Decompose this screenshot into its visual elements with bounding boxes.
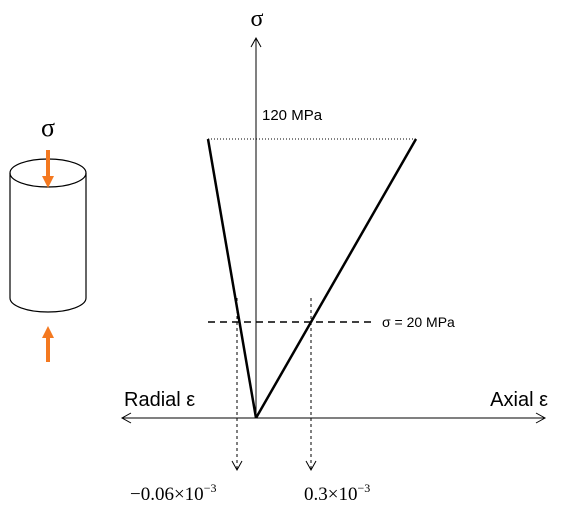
stress-level-label: σ = 20 MPa (382, 314, 455, 330)
diagram: σ σ Radial ε Axial ε 120 MPa σ = 20 MPa … (0, 0, 572, 515)
stress-axis-label: σ (251, 6, 264, 32)
value: 0.3 (304, 484, 328, 505)
axial-strain-line (256, 139, 416, 418)
radial-strain-label: −0.06×10−3 (130, 481, 216, 505)
radial-label: Radial ε (124, 389, 195, 411)
value: −0.06 (130, 484, 174, 505)
axial-label: Axial ε (490, 389, 548, 411)
radial-strain-line (208, 139, 256, 418)
peak-label: 120 MPa (262, 107, 323, 124)
axial-strain-label: 0.3×10−3 (304, 481, 370, 505)
exponent: −3 (204, 481, 217, 495)
times: ×10 (328, 484, 358, 505)
times: ×10 (174, 484, 204, 505)
exponent: −3 (357, 481, 370, 495)
cylinder-label: σ (41, 113, 55, 142)
